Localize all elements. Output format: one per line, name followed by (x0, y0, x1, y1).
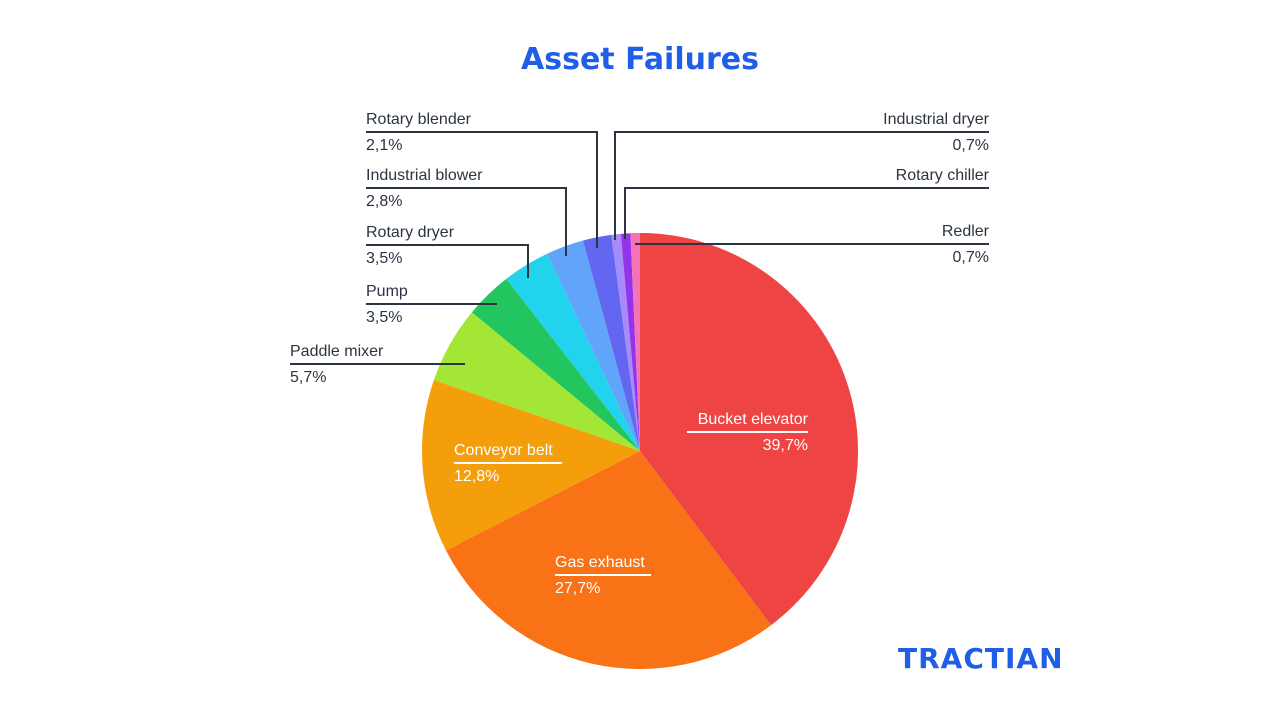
pie-slice-industrial-blower (547, 240, 640, 451)
label-industrial-dryer: Industrial dryer 0,7% (883, 110, 989, 156)
label-rotary-chiller: Rotary chiller (896, 166, 989, 186)
label-paddle-mixer: Paddle mixer 5,7% (290, 342, 383, 388)
label-percent: 12,8% (454, 468, 500, 485)
leader-rotary-blender (366, 131, 598, 248)
label-percent: 3,5% (366, 309, 403, 326)
label-conveyor-belt: Conveyor belt 12,8% (454, 441, 553, 487)
label-percent: 27,7% (555, 580, 601, 597)
label-pump: Pump 3,5% (366, 282, 408, 328)
tractian-logo: TRACTIAN (898, 642, 1064, 675)
label-name: Pump (366, 283, 408, 300)
label-percent: 5,7% (290, 369, 327, 386)
leader-rotary-chiller (624, 187, 989, 239)
pie-slice-redler (630, 233, 640, 451)
label-percent: 2,1% (366, 137, 403, 154)
pie-slice-paddle-mixer (433, 312, 640, 451)
pie-slice-pump (471, 278, 640, 451)
pie-slice-rotary-blender (583, 234, 640, 451)
pie-slice-bucket-elevator (640, 233, 859, 626)
label-name: Bucket elevator (697, 411, 808, 428)
chart-title: Asset Failures (521, 42, 759, 77)
pie-slice-industrial-dryer (611, 233, 640, 451)
label-name: Conveyor belt (454, 442, 553, 459)
label-name: Redler (941, 223, 989, 240)
label-name: Rotary blender (366, 111, 471, 128)
label-percent: 39,7% (762, 437, 808, 454)
leader-rotary-dryer (366, 244, 529, 278)
label-name: Paddle mixer (290, 343, 384, 360)
label-name: Gas exhaust (555, 554, 645, 571)
label-name: Industrial dryer (883, 111, 989, 128)
label-percent: 2,8% (366, 193, 403, 210)
pie-slices (421, 233, 859, 670)
label-rotary-dryer: Rotary dryer 3,5% (366, 223, 454, 269)
label-percent: 0,7% (952, 249, 989, 266)
label-name: Rotary dryer (366, 224, 455, 241)
label-redler: Redler 0,7% (942, 222, 989, 268)
pie-slice-rotary-chiller (620, 233, 640, 451)
pie-slice-gas-exhaust (445, 451, 771, 670)
label-name: Industrial blower (366, 167, 483, 184)
label-industrial-blower: Industrial blower 2,8% (366, 166, 483, 212)
label-bucket-elevator: Bucket elevator 39,7% (698, 410, 808, 456)
inside-underlines (454, 431, 808, 576)
label-percent: 0,7% (952, 137, 989, 154)
label-rotary-blender: Rotary blender 2,1% (366, 110, 471, 156)
label-percent: 3,5% (366, 250, 403, 267)
label-gas-exhaust: Gas exhaust 27,7% (555, 553, 645, 599)
pie-slice-rotary-dryer (506, 253, 640, 451)
pie-slice-conveyor-belt (421, 379, 640, 551)
leader-industrial-blower (366, 187, 567, 256)
leader-lines (290, 131, 989, 365)
label-name: Rotary chiller (895, 167, 989, 184)
leader-industrial-dryer (614, 131, 989, 240)
